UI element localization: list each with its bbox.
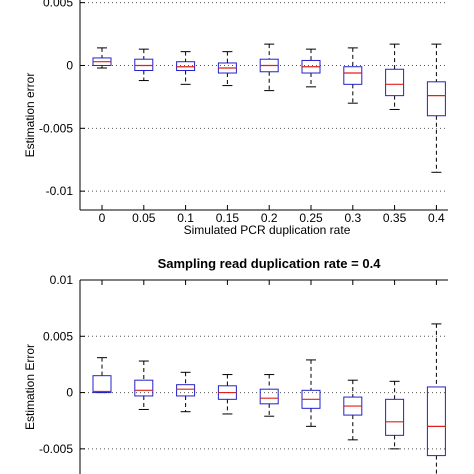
boxplots [92,43,446,173]
y-axis-label: Estimation Error [23,344,37,430]
x-tick-label: 0.35 [383,211,407,225]
boxplot-0.1 [176,371,196,413]
boxplot-0.05 [134,360,154,410]
ticks: 0.01 0.005 0 -0.005 [39,273,437,456]
boxplot-0.3 [343,47,363,104]
y-tick-label: 0.005 [43,0,73,10]
boxplot-0.4 [426,43,446,173]
box [134,58,154,72]
boxplot-0.15 [217,374,237,415]
boxplot-0 [92,357,112,394]
axes [79,0,448,211]
y-tick-label: -0.005 [39,442,73,456]
y-tick-label: -0.005 [39,121,73,135]
x-tick-label: 0.1 [177,211,194,225]
boxplot-0 [92,47,112,69]
y-tick-label: 0 [66,58,73,72]
boxplot-0.35 [385,43,405,110]
bottom-panel: Sampling read duplication rate = 0.4 0.0… [23,256,448,474]
box [259,388,279,405]
box [176,61,196,72]
boxplot-0.4 [426,323,446,474]
chart-title: Sampling read duplication rate = 0.4 [158,256,382,271]
box [426,81,446,117]
x-tick-label: 0.15 [216,211,240,225]
box [343,66,363,85]
y-tick-label: -0.01 [46,184,74,198]
x-tick-label: 0.4 [428,211,445,225]
boxplot-0.25 [301,359,321,427]
x-tick-label: 0.2 [261,211,278,225]
box [385,68,405,97]
boxplots [92,323,446,474]
grid-lines [80,279,448,450]
boxplot-0.2 [259,43,279,92]
boxplot-0.1 [176,51,196,85]
box [385,398,405,436]
x-tick-label: 0.05 [132,211,156,225]
axes [79,279,448,474]
x-tick-label: 0.3 [344,211,361,225]
box [426,386,446,457]
boxplot-0.2 [259,374,279,417]
grid-lines [80,2,448,192]
boxplot-0.05 [134,48,154,82]
box [134,379,154,397]
y-tick-label: 0.005 [43,329,73,343]
boxplot-0.25 [301,48,321,88]
y-tick-label: 0.01 [50,273,74,287]
top-panel: 0.005 0 -0.005 -0.01 0 0.05 0.1 0.15 0.2 0.25 0.3 0… [23,0,448,237]
x-tick-label: 0.25 [299,211,323,225]
x-tick-label: 0 [99,211,106,225]
ticks: 0.005 0 -0.005 -0.01 0 0.05 0.1 0.15 0.2 0.25 0.3 0… [39,0,445,225]
boxplot-0.35 [385,380,405,450]
box [176,384,196,397]
boxplot-0.3 [343,379,363,441]
y-axis-label: Estimation error [23,73,37,158]
box [92,375,112,394]
boxplot-0.15 [217,51,237,87]
x-axis-label: Simulated PCR duplication rate [184,223,351,237]
y-tick-label: 0 [66,386,73,400]
